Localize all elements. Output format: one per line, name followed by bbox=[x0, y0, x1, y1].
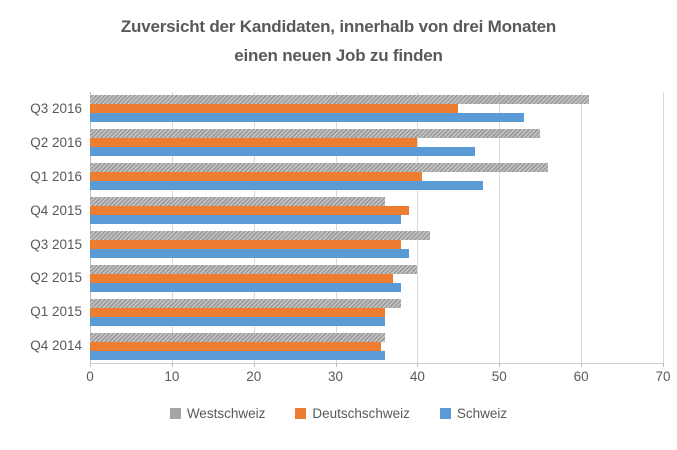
bar-deutschschweiz-q3-2015 bbox=[90, 239, 402, 249]
bar-deutschschweiz-q1-2016 bbox=[90, 172, 422, 182]
bar-deutschschweiz-q3-2016 bbox=[90, 104, 459, 114]
x-axis-tick-mark bbox=[90, 363, 91, 367]
bar-schweiz-q1-2015 bbox=[90, 316, 385, 326]
legend-swatch-westschweiz bbox=[169, 408, 181, 419]
x-axis-tick-mark bbox=[253, 363, 255, 367]
y-axis-label-q2-2015: Q2 2015 bbox=[30, 270, 82, 286]
bar-schweiz-q1-2016 bbox=[90, 181, 483, 191]
x-axis-tick-mark bbox=[171, 363, 173, 367]
x-axis-label-40: 40 bbox=[409, 369, 425, 384]
y-axis-label-q4-2014: Q4 2014 bbox=[30, 338, 82, 354]
legend-item-westschweiz: Westschweiz bbox=[169, 406, 266, 421]
bar-group-q1-2015 bbox=[90, 295, 663, 329]
legend-label-deutschschweiz: Deutschschweiz bbox=[312, 406, 410, 421]
bar-westschweiz-q2-2016 bbox=[90, 129, 541, 139]
bar-group-q4-2015 bbox=[90, 194, 663, 228]
x-axis-tick-mark bbox=[663, 363, 664, 367]
x-axis-label-50: 50 bbox=[491, 369, 507, 384]
legend: Westschweiz Deutschschweiz Schweiz bbox=[0, 406, 677, 421]
bar-deutschschweiz-q4-2015 bbox=[90, 206, 410, 216]
y-axis-label-q1-2015: Q1 2015 bbox=[30, 304, 82, 320]
legend-label-westschweiz: Westschweiz bbox=[186, 406, 266, 421]
x-axis-label-10: 10 bbox=[164, 369, 180, 384]
bar-group-q3-2015 bbox=[90, 228, 663, 262]
gridline bbox=[499, 92, 501, 363]
gridline bbox=[581, 92, 583, 363]
x-axis-label-60: 60 bbox=[573, 369, 589, 384]
y-axis-label-q4-2015: Q4 2015 bbox=[30, 202, 82, 218]
bar-group-q3-2016 bbox=[90, 92, 663, 126]
x-axis-tick-mark bbox=[499, 363, 501, 367]
gridline bbox=[417, 92, 419, 363]
bar-westschweiz-q2-2015 bbox=[90, 264, 418, 274]
bar-schweiz-q2-2015 bbox=[90, 282, 402, 292]
bar-schweiz-q2-2016 bbox=[90, 147, 475, 157]
y-axis-label-q1-2016: Q1 2016 bbox=[30, 168, 82, 184]
bar-westschweiz-q4-2015 bbox=[90, 197, 385, 207]
chart-title: Zuversicht der Kandidaten, innerhalb von… bbox=[0, 12, 677, 70]
chart-title-line-2: einen neuen Job zu finden bbox=[234, 46, 443, 65]
gridline bbox=[171, 92, 173, 363]
y-axis-label-q2-2016: Q2 2016 bbox=[30, 134, 82, 150]
chart-title-line-1: Zuversicht der Kandidaten, innerhalb von… bbox=[120, 17, 557, 36]
legend-label-schweiz: Schweiz bbox=[456, 406, 508, 421]
x-axis-label-70: 70 bbox=[655, 369, 671, 384]
x-axis-label-30: 30 bbox=[328, 369, 344, 384]
bar-group-q2-2016 bbox=[90, 126, 663, 160]
bar-deutschschweiz-q2-2015 bbox=[90, 273, 393, 283]
bar-westschweiz-q3-2016 bbox=[90, 95, 590, 105]
legend-swatch-schweiz bbox=[439, 408, 451, 419]
y-axis-label-q3-2016: Q3 2016 bbox=[30, 101, 82, 116]
bar-schweiz-q4-2014 bbox=[90, 350, 385, 360]
y-axis-line bbox=[90, 92, 91, 363]
y-axis-label-q3-2015: Q3 2015 bbox=[30, 236, 82, 252]
legend-swatch-deutschschweiz bbox=[295, 408, 307, 419]
bar-schweiz-q3-2015 bbox=[90, 248, 410, 258]
bar-westschweiz-q3-2015 bbox=[90, 230, 430, 240]
x-axis-label-20: 20 bbox=[246, 369, 262, 384]
x-axis-tick-mark bbox=[417, 363, 419, 367]
gridline bbox=[335, 92, 337, 363]
plot-area bbox=[90, 92, 664, 363]
x-axis-label-0: 0 bbox=[86, 369, 94, 384]
bar-group-q2-2015 bbox=[90, 261, 663, 295]
bar-deutschschweiz-q4-2014 bbox=[90, 341, 381, 351]
gridline bbox=[253, 92, 255, 363]
bar-schweiz-q3-2016 bbox=[90, 113, 524, 123]
legend-item-deutschschweiz: Deutschschweiz bbox=[295, 406, 410, 421]
bar-westschweiz-q1-2016 bbox=[90, 163, 549, 173]
bar-westschweiz-q1-2015 bbox=[90, 298, 402, 308]
x-axis-tick-mark bbox=[581, 363, 583, 367]
gridline bbox=[663, 92, 664, 363]
bar-schweiz-q4-2015 bbox=[90, 215, 402, 225]
x-axis-tick-mark bbox=[335, 363, 337, 367]
x-axis-line bbox=[90, 363, 664, 364]
bar-deutschschweiz-q2-2016 bbox=[90, 138, 418, 148]
bar-group-q4-2014 bbox=[90, 329, 663, 363]
bar-group-q1-2016 bbox=[90, 160, 663, 194]
bar-deutschschweiz-q1-2015 bbox=[90, 307, 385, 317]
bar-westschweiz-q4-2014 bbox=[90, 332, 385, 342]
legend-item-schweiz: Schweiz bbox=[439, 406, 508, 421]
